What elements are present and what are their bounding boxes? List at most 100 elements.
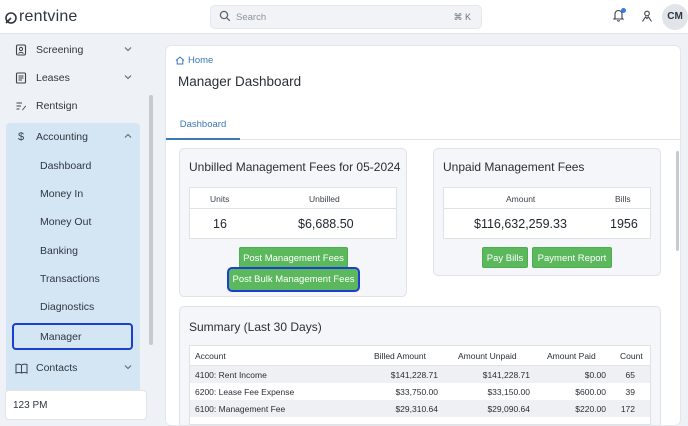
cell-billed: $33,750.00 — [395, 387, 438, 397]
cell-account: 6200: Lease Fee Expense — [195, 387, 295, 397]
rentvine-logo[interactable]: rentvine — [4, 8, 78, 26]
tab-dashboard[interactable]: Dashboard — [166, 114, 240, 140]
post-bulk-label: Post Bulk Management Fees — [232, 274, 355, 285]
unbilled-fees-card: Unbilled Management Fees for 05-2024 Uni… — [179, 148, 407, 297]
chevron-down-icon — [124, 365, 132, 370]
cell-paid: $220.00 — [575, 404, 606, 414]
table-row[interactable]: 6100: Management Fee $29,310.64 $29,090.… — [190, 400, 650, 417]
col-bills: Bills — [615, 194, 631, 204]
sidebar-item-label: Contacts — [36, 362, 78, 374]
rentsign-icon — [14, 100, 28, 112]
sidebar-item-rentsign[interactable]: Rentsign — [6, 93, 140, 119]
rentvine-leaf-icon — [5, 12, 17, 24]
divider — [190, 208, 396, 209]
sidebar-item-leases[interactable]: Leases — [6, 65, 140, 91]
bell-icon — [612, 9, 625, 22]
table-row[interactable]: 4100: Rent Income $141,228.71 $141,228.7… — [190, 366, 650, 383]
sidebar-scrollbar[interactable] — [149, 95, 153, 345]
unpaid-amount: $116,632,259.33 — [474, 217, 567, 231]
main-panel: Home Manager Dashboard Dashboard Unbille… — [165, 45, 681, 426]
sidebar: Screening Leases Rentsign $ Accounting D… — [0, 35, 156, 426]
post-management-fees-button[interactable]: Post Management Fees — [239, 247, 348, 268]
table-row[interactable]: 6200: Lease Fee Expense $33,750.00 $33,1… — [190, 383, 650, 400]
home-icon — [175, 56, 185, 65]
time-label: 123 PM — [13, 400, 48, 411]
top-bar: rentvine Search ⌘ K CM — [0, 0, 688, 34]
cell-count: 39 — [625, 387, 635, 397]
payment-report-button[interactable]: Payment Report — [532, 247, 612, 268]
unbilled-table: Units Unbilled 16 $6,688.50 — [189, 187, 397, 239]
main-scrollbar[interactable] — [676, 151, 679, 251]
unbilled-units: 16 — [213, 217, 227, 231]
col-amount: Amount — [506, 194, 536, 204]
sidebar-item-accounting[interactable]: $ Accounting — [6, 124, 140, 150]
cell-billed: $141,228.71 — [390, 370, 438, 380]
sidebar-sub-money-out[interactable]: Money Out — [40, 216, 92, 228]
divider — [444, 208, 650, 209]
user-avatar[interactable]: CM — [662, 4, 688, 30]
divider — [190, 365, 650, 366]
header-count: Count — [620, 351, 643, 361]
breadcrumb-home: Home — [188, 55, 214, 66]
sidebar-item-contacts[interactable]: Contacts — [6, 355, 140, 381]
unbilled-title: Unbilled Management Fees for 05-2024 — [189, 160, 401, 174]
sidebar-sub-diagnostics[interactable]: Diagnostics — [40, 301, 95, 313]
search-icon — [219, 10, 231, 22]
cell-unpaid: $33,150.00 — [487, 387, 530, 397]
brand-name: rentvine — [19, 8, 78, 25]
cell-billed: $29,310.64 — [395, 404, 438, 414]
chevron-up-icon — [124, 133, 132, 138]
sidebar-sub-money-in[interactable]: Money In — [40, 188, 84, 200]
header-account: Account — [195, 351, 226, 361]
col-unbilled: Unbilled — [309, 194, 340, 204]
sidebar-sub-manager[interactable]: Manager — [12, 323, 133, 350]
lease-document-icon — [14, 72, 28, 84]
cell-unpaid: $29,090.64 — [487, 404, 530, 414]
post-bulk-management-fees-button[interactable]: Post Bulk Management Fees — [227, 267, 360, 292]
sidebar-item-label: Leases — [36, 72, 70, 84]
sidebar-sub-banking[interactable]: Banking — [40, 245, 78, 257]
summary-header-row: Account Billed Amount Amount Unpaid Amou… — [190, 346, 650, 365]
unpaid-bills: 1956 — [610, 217, 638, 231]
cell-count: 172 — [620, 404, 635, 414]
dollar-icon: $ — [17, 131, 25, 143]
sidebar-item-label: Screening — [36, 44, 84, 56]
accounting-group — [6, 123, 140, 415]
sidebar-sub-transactions[interactable]: Transactions — [40, 273, 100, 285]
unpaid-table: Amount Bills $116,632,259.33 1956 — [443, 187, 651, 239]
cell-count: 65 — [625, 370, 635, 380]
header-billed: Billed Amount — [374, 351, 426, 361]
unbilled-amount: $6,688.50 — [298, 217, 354, 231]
pay-bills-button[interactable]: Pay Bills — [482, 247, 528, 268]
cell-account: 6100: Management Fee — [195, 404, 286, 414]
summary-title: Summary (Last 30 Days) — [189, 320, 322, 334]
header-paid: Amount Paid — [547, 351, 596, 361]
sidebar-sub-dashboard[interactable]: Dashboard — [40, 160, 92, 172]
summary-card: Summary (Last 30 Days) Account Billed Am… — [179, 306, 661, 425]
sidebar-item-label: Rentsign — [36, 100, 78, 112]
search-input[interactable]: Search ⌘ K — [210, 5, 482, 29]
notifications-button[interactable] — [612, 8, 626, 27]
summary-table: Account Billed Amount Amount Unpaid Amou… — [189, 345, 651, 425]
cell-paid: $0.00 — [584, 370, 606, 380]
page-title: Manager Dashboard — [178, 74, 302, 89]
breadcrumb[interactable]: Home — [175, 55, 213, 66]
person-icon — [642, 10, 652, 22]
notification-dot — [621, 8, 626, 13]
search-placeholder: Search — [236, 12, 267, 23]
unpaid-fees-card: Unpaid Management Fees Amount Bills $116… — [433, 148, 661, 276]
header-unpaid: Amount Unpaid — [458, 351, 517, 361]
tab-bar: Dashboard — [166, 114, 680, 140]
chevron-down-icon — [124, 47, 132, 52]
team-button[interactable] — [641, 9, 653, 28]
book-icon — [14, 363, 28, 374]
sidebar-sub-manager-label: Manager — [40, 331, 82, 343]
cell-unpaid: $141,228.71 — [482, 370, 530, 380]
cell-paid: $600.00 — [575, 387, 606, 397]
chevron-down-icon — [124, 75, 132, 80]
sidebar-item-label: Accounting — [36, 131, 88, 143]
col-units: Units — [210, 194, 230, 204]
cell-account: 4100: Rent Income — [195, 370, 267, 380]
sidebar-item-screening[interactable]: Screening — [6, 37, 140, 63]
time-widget[interactable]: 123 PM — [5, 390, 147, 420]
